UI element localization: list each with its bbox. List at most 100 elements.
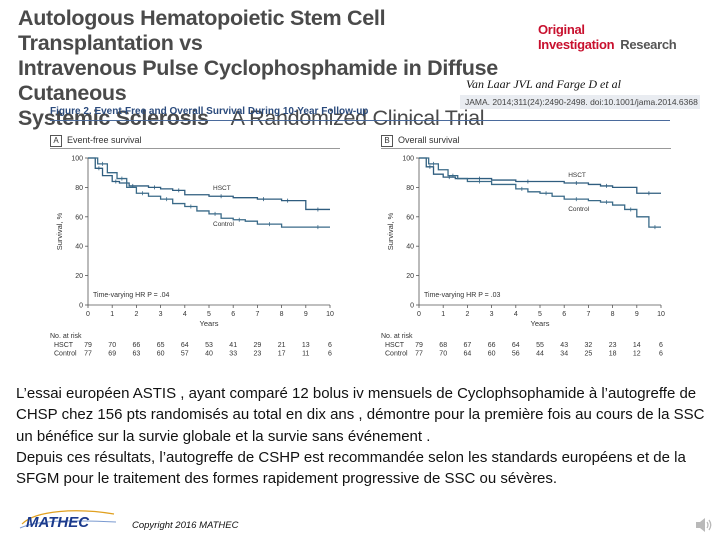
at-risk-value: 32 (585, 342, 593, 349)
x-tick-label: 10 (657, 311, 665, 318)
x-tick-label: 7 (586, 311, 590, 318)
at-risk-value: 14 (633, 342, 641, 349)
at-risk-value: 60 (157, 351, 165, 358)
title-line-1: Autologous Hematopoietic Stem Cell Trans… (18, 6, 386, 55)
at-risk-value: 56 (512, 351, 520, 358)
figure-title: Figure 2. Event-Free and Overall Surviva… (50, 106, 369, 117)
hr-annotation: Time-varying HR P = .04 (93, 292, 170, 299)
at-risk-row-name: HSCT (385, 342, 405, 349)
x-tick-label: 6 (231, 311, 235, 318)
copyright: Copyright 2016 MATHEC (132, 520, 239, 531)
mathec-logo: MATHEC (19, 510, 117, 531)
at-risk-value: 67 (464, 342, 472, 349)
x-tick-label: 8 (280, 311, 284, 318)
title-line-3-main: Systemic Sclerosis (18, 106, 209, 130)
at-risk-value: 64 (181, 342, 189, 349)
y-tick-label: 100 (402, 156, 414, 163)
series-line-control (88, 157, 330, 228)
at-risk-value: 40 (205, 351, 213, 358)
at-risk-value: 13 (302, 342, 310, 349)
x-tick-label: 9 (635, 311, 639, 318)
title-line-2: Intravenous Pulse Cyclophosphamide in Di… (18, 56, 498, 105)
y-axis-label: Survival, % (386, 212, 395, 250)
at-risk-row-name: Control (54, 351, 77, 358)
at-risk-value: 79 (84, 342, 92, 349)
series-label-hsct: HSCT (213, 185, 231, 192)
x-axis-label: Years (200, 319, 219, 328)
at-risk-value: 11 (302, 351, 309, 358)
at-risk-value: 68 (439, 342, 447, 349)
at-risk-value: 53 (205, 342, 213, 349)
at-risk-row-name: Control (385, 351, 408, 358)
x-tick-label: 2 (134, 311, 138, 318)
body-paragraph-2: Depuis ces résultats, l’autogreffe de CS… (16, 448, 686, 488)
panel-a-label: A Event-free survival (50, 135, 142, 147)
at-risk-value: 70 (439, 351, 447, 358)
y-tick-label: 0 (79, 303, 83, 310)
at-risk-value: 64 (512, 342, 520, 349)
at-risk-value: 33 (229, 351, 237, 358)
y-tick-label: 20 (406, 273, 414, 280)
at-risk-value: 77 (84, 351, 92, 358)
at-risk-value: 6 (328, 351, 332, 358)
panel-b-letter: B (381, 135, 393, 147)
x-tick-label: 9 (304, 311, 308, 318)
at-risk-value: 70 (108, 342, 116, 349)
x-tick-label: 6 (562, 311, 566, 318)
at-risk-value: 17 (278, 351, 286, 358)
at-risk-value: 25 (585, 351, 593, 358)
at-risk-value: 60 (488, 351, 496, 358)
at-risk-value: 44 (536, 351, 544, 358)
y-axis-label: Survival, % (55, 212, 64, 250)
x-tick-label: 8 (611, 311, 615, 318)
title-line-3: Systemic Sclerosis A Randomized Clinical … (18, 106, 518, 131)
panel-b-title: Overall survival (398, 135, 460, 145)
series-line-control (419, 157, 661, 228)
body-text: L’essai européen ASTIS , ayant comparé 1… (16, 383, 710, 489)
at-risk-label: No. at risk (381, 333, 413, 340)
at-risk-value: 6 (328, 342, 332, 349)
at-risk-value: 18 (609, 351, 617, 358)
y-tick-label: 0 (410, 303, 414, 310)
y-tick-label: 40 (75, 244, 83, 251)
y-tick-label: 20 (75, 273, 83, 280)
x-tick-label: 4 (183, 311, 187, 318)
panel-a-title: Event-free survival (67, 135, 142, 145)
series-line-hsct (419, 157, 661, 194)
panel-b-rule (381, 148, 671, 149)
y-tick-label: 60 (75, 214, 83, 221)
series-label-control: Control (568, 206, 590, 213)
at-risk-value: 57 (181, 351, 189, 358)
body-paragraph-1: L’essai européen ASTIS , ayant comparé 1… (16, 385, 705, 445)
x-tick-label: 5 (538, 311, 542, 318)
at-risk-value: 23 (609, 342, 617, 349)
x-tick-label: 1 (441, 311, 445, 318)
at-risk-row-name: HSCT (54, 342, 74, 349)
at-risk-value: 6 (659, 351, 663, 358)
at-risk-value: 65 (157, 342, 165, 349)
hr-annotation: Time-varying HR P = .03 (424, 292, 501, 299)
y-tick-label: 100 (71, 156, 83, 163)
at-risk-value: 64 (464, 351, 472, 358)
x-tick-label: 0 (86, 311, 90, 318)
y-tick-label: 40 (406, 244, 414, 251)
at-risk-value: 23 (254, 351, 262, 358)
at-risk-value: 43 (560, 342, 568, 349)
at-risk-value: 63 (133, 351, 141, 358)
at-risk-value: 55 (536, 342, 544, 349)
speaker-icon[interactable] (694, 516, 714, 534)
at-risk-label: No. at risk (50, 333, 82, 340)
panel-a-letter: A (50, 135, 62, 147)
y-tick-label: 80 (406, 185, 414, 192)
slide-title: Autologous Hematopoietic Stem Cell Trans… (18, 6, 518, 131)
at-risk-value: 12 (633, 351, 641, 358)
series-label-hsct: HSCT (568, 172, 586, 179)
at-risk-value: 21 (278, 342, 286, 349)
x-tick-label: 5 (207, 311, 211, 318)
x-tick-label: 10 (326, 311, 334, 318)
at-risk-value: 66 (488, 342, 496, 349)
at-risk-value: 6 (659, 342, 663, 349)
logo-text: MATHEC (26, 514, 90, 531)
x-tick-label: 3 (159, 311, 163, 318)
x-tick-label: 3 (490, 311, 494, 318)
